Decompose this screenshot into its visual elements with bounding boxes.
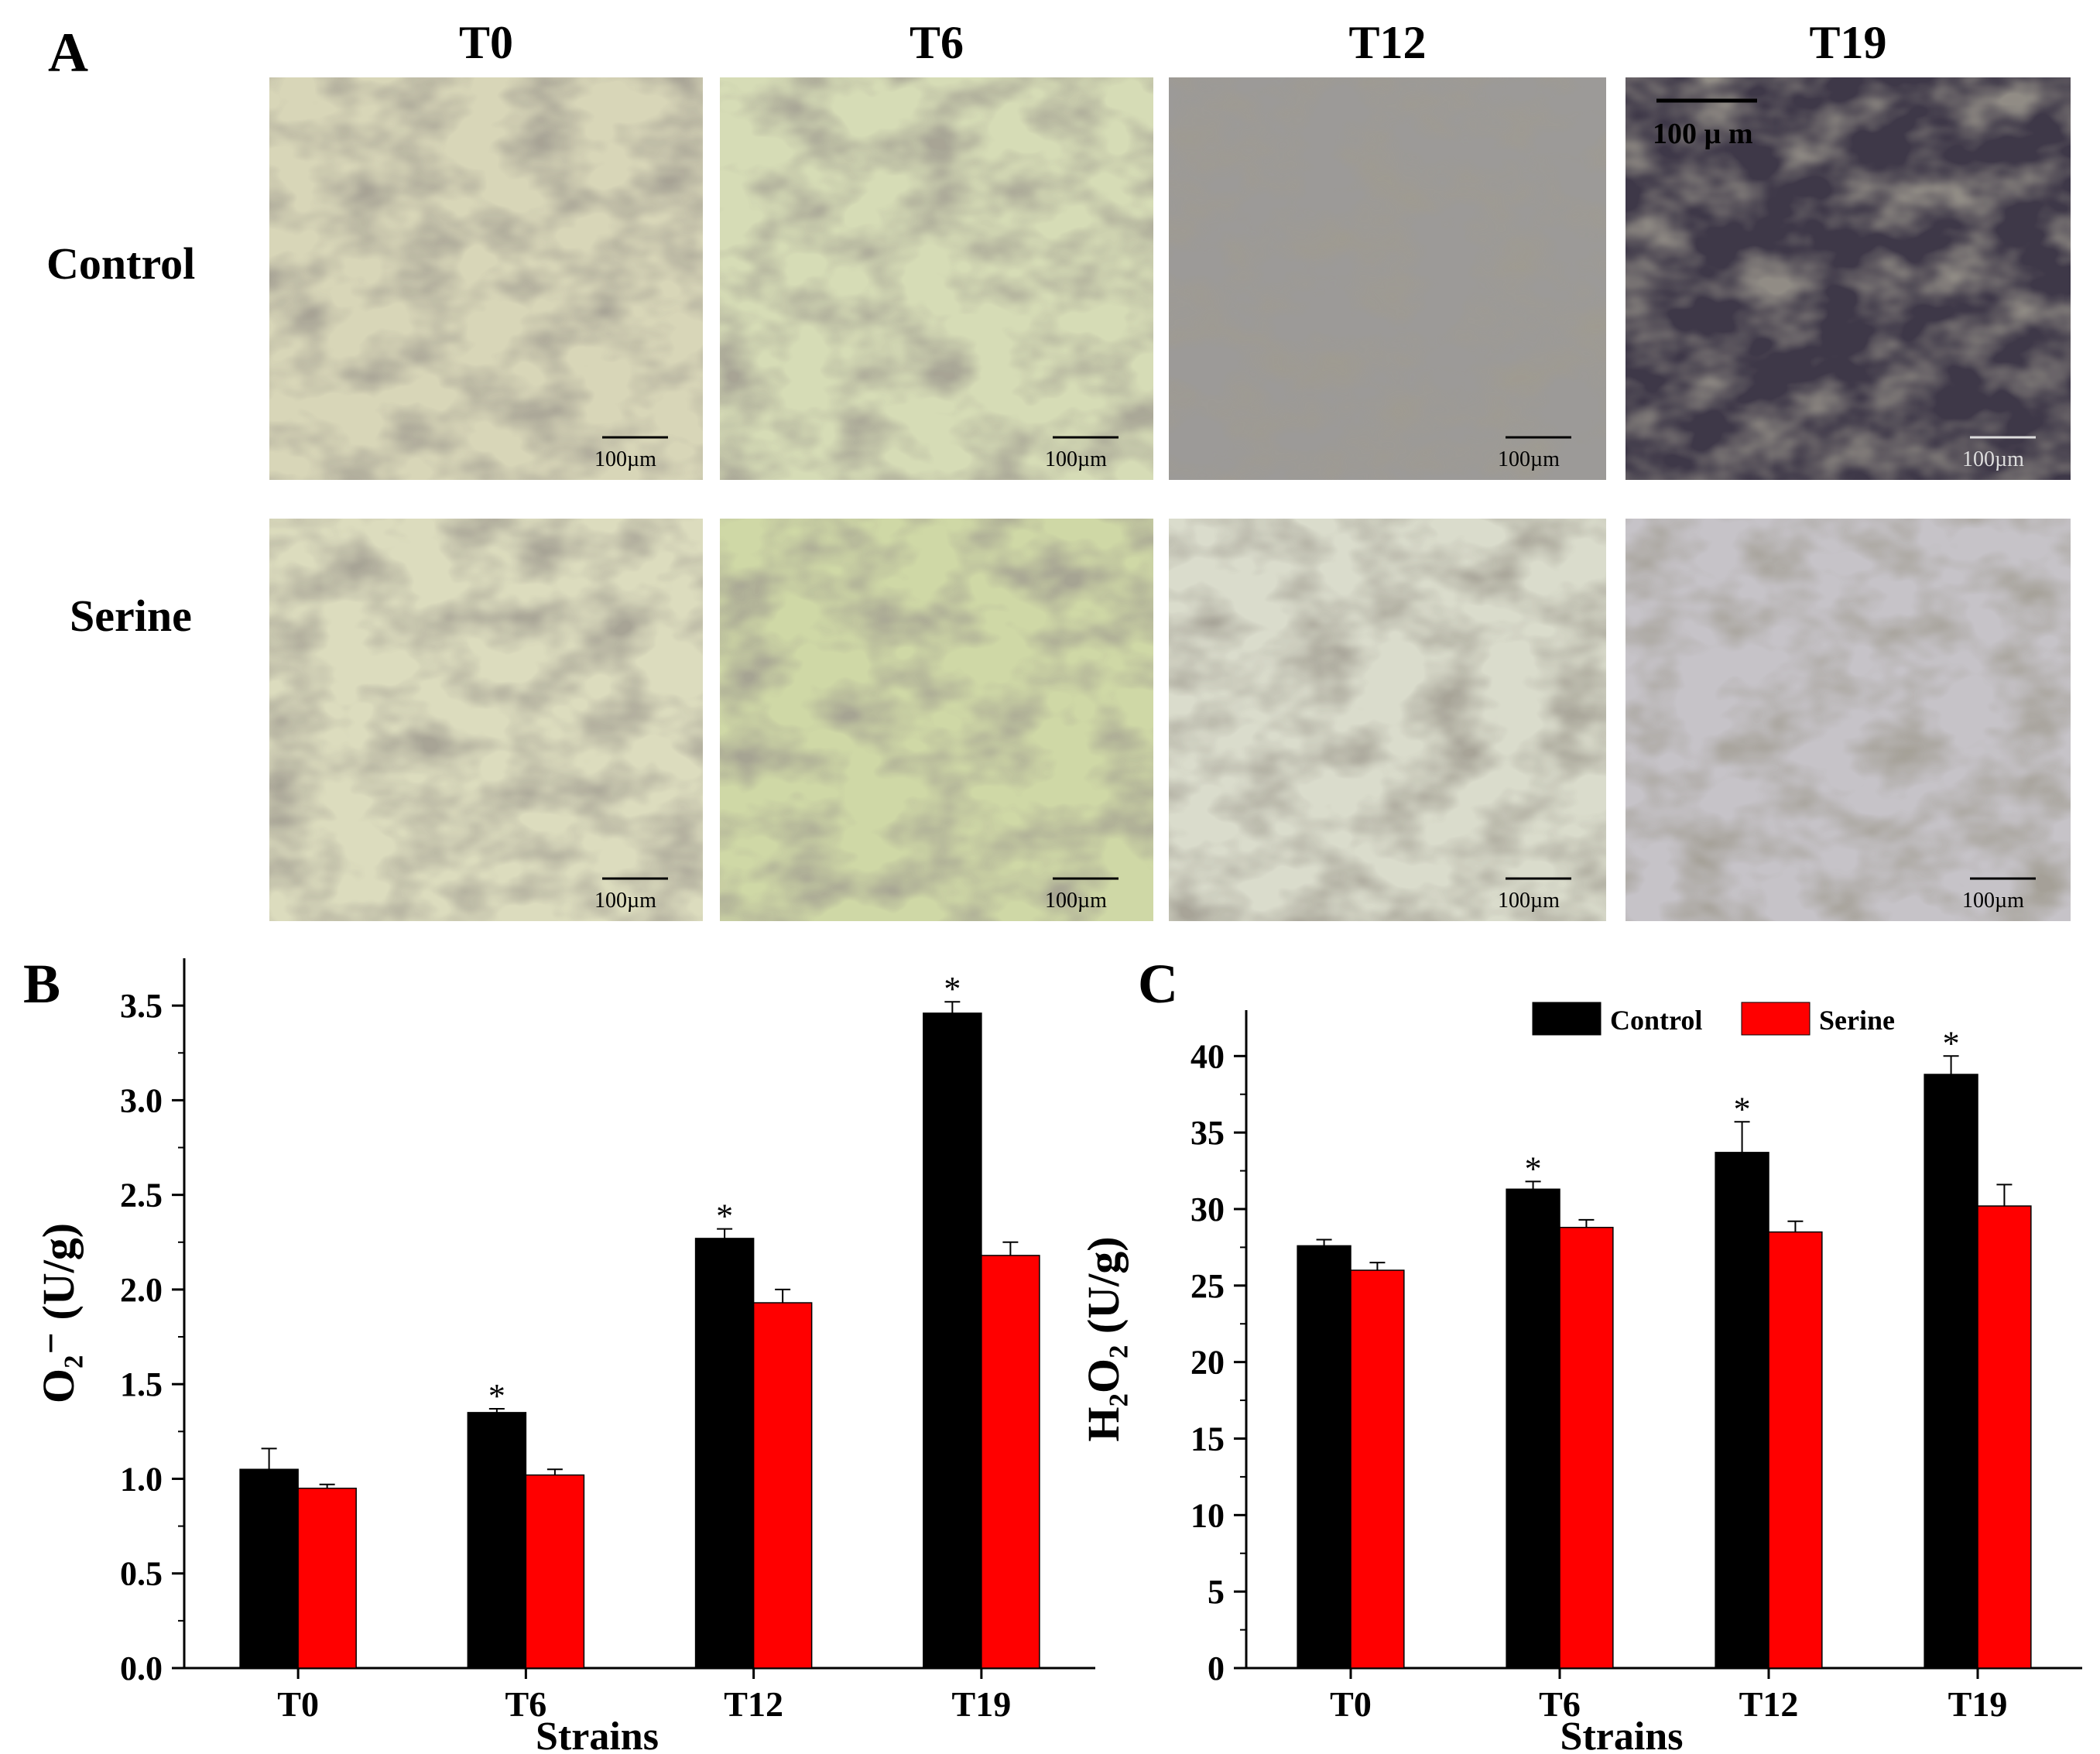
y-tick-label: 10: [1190, 1496, 1225, 1534]
y-tick-label: 2.5: [120, 1177, 163, 1214]
scale-bar-label: 100µm: [1498, 889, 1560, 913]
column-label-t0: T0: [459, 17, 513, 68]
y-tick-label: 20: [1190, 1344, 1225, 1382]
bar-control-t6: [1506, 1188, 1560, 1669]
bar-control-t12: [1715, 1152, 1769, 1669]
legend-label: Control: [1610, 1005, 1702, 1036]
x-tick-label-t0: T0: [277, 1684, 319, 1724]
y-tick-label: 40: [1190, 1037, 1225, 1075]
x-tick-label-t19: T19: [1948, 1684, 2008, 1724]
bar-serine-t19: [981, 1255, 1040, 1669]
bar-serine-t6: [525, 1474, 585, 1669]
y-tick-label: 15: [1190, 1420, 1225, 1458]
scale-bar-label: 100µm: [1962, 889, 2024, 913]
x-axis-label: Strains: [536, 1715, 659, 1754]
legend-label: Serine: [1819, 1005, 1895, 1036]
panel-c-chart: C 0 5 10 15 20 25 30 35 40 H₂O₂ (U/g) T0 T6 * T12 * T19…: [1078, 953, 2082, 1754]
significance-marker: *: [1943, 1024, 1960, 1062]
x-tick-label-t6: T6: [505, 1684, 547, 1724]
micrograph-fibers: [1626, 77, 2071, 480]
micrograph-fibers: [1169, 519, 1606, 921]
y-axis-label: H₂O₂ (U/g): [1078, 1236, 1129, 1441]
bar-control-t6: [467, 1412, 527, 1669]
scale-bar-label: 100µm: [1498, 447, 1560, 471]
bar-serine-t6: [1559, 1226, 1614, 1669]
micrograph-fibers: [269, 77, 703, 480]
significance-marker: *: [944, 970, 961, 1008]
micrograph-fibers: [720, 77, 1153, 480]
micrograph-serine-t0: 100µm: [269, 519, 703, 921]
micrograph-control-t19: 100µm 100 µ m: [1626, 77, 2071, 480]
micrograph-serine-t19: 100µm: [1626, 519, 2071, 921]
legend-item-control: Control: [1532, 1002, 1702, 1036]
micrograph-fibers: [1169, 77, 1606, 480]
bar-control-t19: [1924, 1074, 1978, 1669]
legend-item-serine: Serine: [1741, 1002, 1895, 1036]
bar-serine-t12: [752, 1302, 813, 1669]
column-label-t6: T6: [910, 17, 964, 68]
micrograph-serine-t6: 100µm: [720, 519, 1153, 921]
legend-swatch: [1741, 1002, 1811, 1036]
y-axis-label: O₂⁻ (U/g): [33, 1223, 84, 1403]
row-label-control: Control: [46, 238, 195, 289]
bar-control-t19: [923, 1012, 982, 1669]
bar-control-t0: [239, 1468, 299, 1669]
y-tick-label: 3.5: [120, 987, 163, 1025]
x-tick-label-t12: T12: [1739, 1684, 1799, 1724]
panel-b-chart: B 0.0 0.5 1.0 1.5 2.0 2.5 3.0 3.5 O₂⁻ (U/g) T0 T6 *…: [23, 953, 1095, 1754]
x-tick-label-t19: T19: [952, 1684, 1012, 1724]
bar-serine-t12: [1768, 1231, 1823, 1669]
significance-marker: *: [1734, 1090, 1751, 1128]
column-labels: T0 T6 T12 T19: [459, 17, 1887, 68]
bar-control-t12: [694, 1238, 755, 1669]
y-tick-label: 30: [1190, 1190, 1225, 1228]
row-label-serine: Serine: [70, 591, 192, 641]
y-tick-label: 1.5: [120, 1365, 163, 1403]
row-labels: Control Serine: [46, 238, 195, 641]
micrograph-fibers: [720, 519, 1153, 921]
column-label-t19: T19: [1809, 17, 1886, 68]
y-tick-label: 0.5: [120, 1555, 163, 1593]
y-tick-label: 5: [1208, 1573, 1225, 1611]
column-label-t12: T12: [1348, 17, 1426, 68]
bar-serine-t19: [1977, 1205, 2032, 1669]
scale-bar-label: 100µm: [1045, 889, 1107, 913]
micrograph-control-t6: 100µm: [720, 77, 1153, 480]
y-tick-label: 25: [1190, 1267, 1225, 1305]
significance-marker: *: [716, 1197, 733, 1235]
x-tick-label-t12: T12: [724, 1684, 783, 1724]
micrograph-control-t12: 100µm: [1169, 77, 1606, 480]
y-tick-label: 0.0: [120, 1650, 163, 1687]
y-tick-label: 3.0: [120, 1081, 163, 1119]
legend-swatch: [1532, 1002, 1602, 1036]
bar-control-t0: [1297, 1245, 1351, 1669]
panel-c-letter: C: [1138, 953, 1178, 1015]
x-tick-label-t0: T0: [1330, 1684, 1372, 1724]
y-tick-label: 2.0: [120, 1271, 163, 1309]
micrograph-fibers: [1626, 519, 2071, 921]
bar-serine-t0: [1350, 1269, 1405, 1669]
legend: Control Serine: [1532, 1002, 1895, 1036]
significance-marker: *: [1525, 1149, 1542, 1187]
micrograph-serine-t12: 100µm: [1169, 519, 1606, 921]
x-tick-label-t6: T6: [1539, 1684, 1581, 1724]
y-tick-label: 0: [1208, 1650, 1225, 1687]
micrograph-fibers: [269, 519, 703, 921]
x-axis-label: Strains: [1560, 1715, 1684, 1754]
scale-bar-label: 100µm: [1962, 447, 2024, 471]
y-tick-label: 1.0: [120, 1460, 163, 1498]
scale-bar-label: 100µm: [594, 889, 656, 913]
panel-b-letter: B: [23, 953, 60, 1015]
scale-bar-top-label: 100 µ m: [1653, 118, 1753, 150]
scale-bar-label: 100µm: [594, 447, 656, 471]
bar-serine-t0: [297, 1487, 357, 1669]
scale-bar-label: 100µm: [1045, 447, 1107, 471]
micrograph-control-t0: 100µm: [269, 77, 703, 480]
panel-a-letter: A: [48, 22, 88, 84]
y-tick-label: 35: [1190, 1114, 1225, 1152]
significance-marker: *: [488, 1377, 505, 1415]
